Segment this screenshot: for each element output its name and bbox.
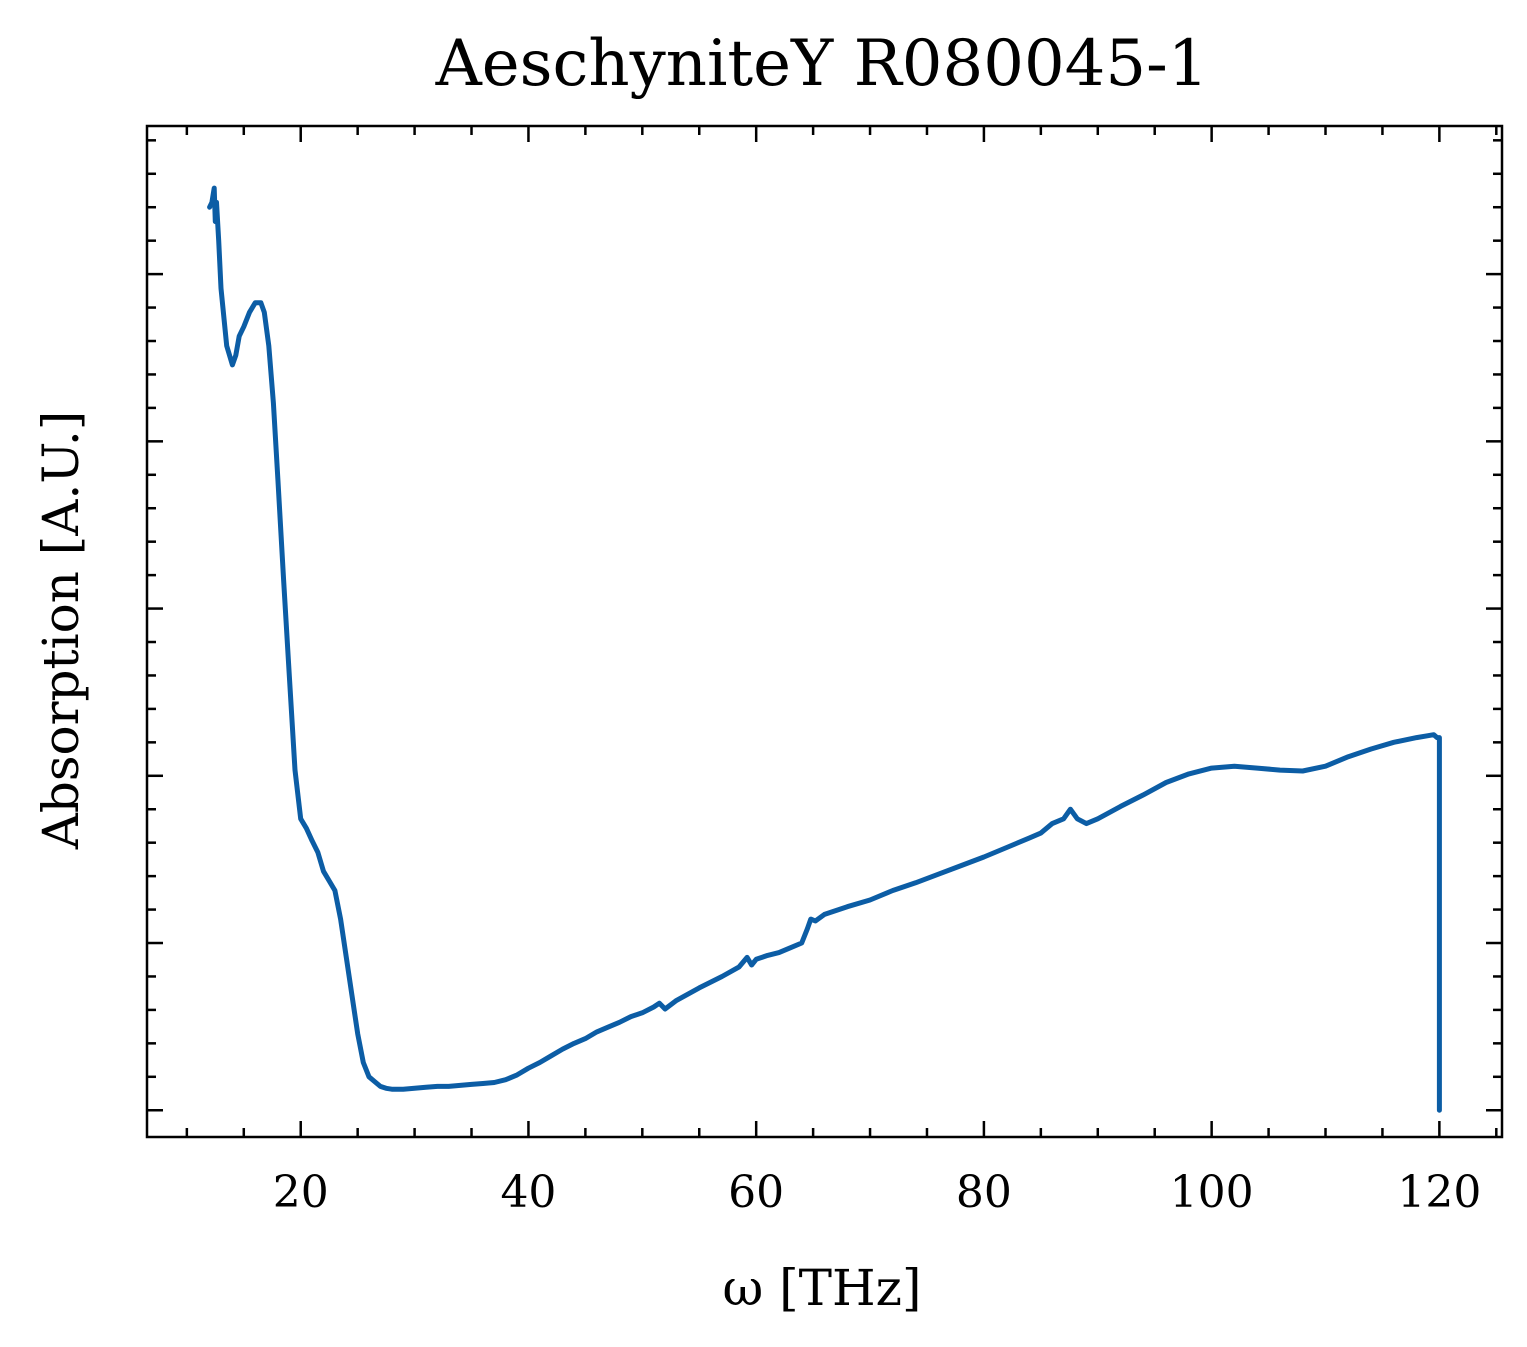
x-tick-label: 120 xyxy=(1397,1167,1481,1218)
y-axis-label: Absorption [A.U.] xyxy=(32,411,90,851)
x-tick-label: 40 xyxy=(500,1167,556,1218)
x-tick-label: 60 xyxy=(728,1167,784,1218)
axis-ticks xyxy=(147,126,1502,1137)
x-tick-label: 80 xyxy=(956,1167,1012,1218)
x-tick-label: 100 xyxy=(1170,1167,1254,1218)
x-tick-label: 20 xyxy=(273,1167,329,1218)
x-axis-label: ω [THz] xyxy=(723,1259,922,1317)
plot-frame xyxy=(145,124,1504,1139)
series-line xyxy=(207,185,1442,1113)
x-tick-labels: 20 40 60 80 100 120 xyxy=(273,1167,1482,1218)
chart-title: AeschyniteY R080045-1 xyxy=(435,27,1209,101)
